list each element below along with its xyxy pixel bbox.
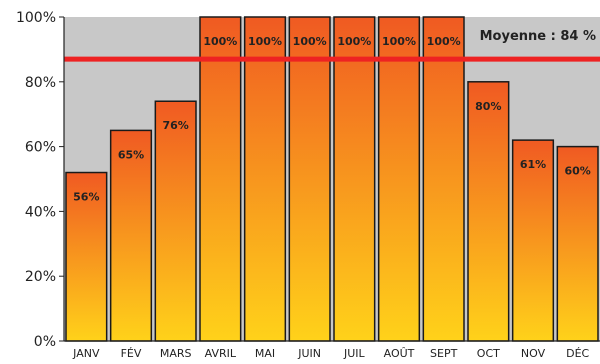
data-label: 80% [475, 100, 501, 113]
x-tick-label: AOÛT [384, 347, 415, 360]
bar-juin [288, 16, 331, 342]
y-tick-label: 100% [16, 10, 56, 26]
data-label: 60% [564, 165, 590, 178]
x-tick-label: DÉC [566, 347, 589, 360]
x-tick-label: FÉV [121, 347, 142, 360]
data-label: 76% [162, 119, 188, 132]
bar-déc [556, 145, 599, 342]
data-label: 100% [337, 35, 371, 48]
x-tick-label: AVRIL [205, 347, 237, 360]
data-labels: 56% 65% 76% 100% 100% 100% 100% 100% 100% 80% 61% 6… [73, 35, 591, 204]
bar-juil [333, 16, 376, 342]
bar-fév [109, 129, 153, 342]
data-label: 100% [248, 35, 282, 48]
x-tick-label: NOV [521, 347, 546, 360]
data-label: 100% [203, 35, 237, 48]
plot-area [64, 17, 600, 341]
data-label: 100% [427, 35, 461, 48]
bar-mai [243, 16, 287, 342]
y-tick-label: 60% [25, 140, 56, 156]
bar-series [65, 16, 599, 342]
x-tick-label: JANV [72, 347, 100, 360]
data-label: 61% [520, 158, 546, 171]
bar-avril [199, 16, 242, 342]
data-label: 56% [73, 191, 99, 204]
x-axis-ticks: JANV FÉV MARS AVRIL MAI JUIN JUIL AOÛT SEPT OCT NO… [72, 347, 589, 360]
x-tick-label: OCT [477, 347, 500, 360]
bar-août [377, 16, 421, 342]
bar-mars [154, 100, 197, 342]
data-label: 65% [118, 148, 144, 161]
bar-janv [65, 171, 108, 342]
data-label: 100% [293, 35, 327, 48]
bar-oct [467, 81, 510, 342]
y-tick-label: 40% [25, 204, 56, 220]
x-tick-label: JUIL [343, 347, 366, 360]
y-tick-label: 20% [25, 269, 56, 285]
y-tick-label: 80% [25, 75, 56, 91]
y-axis-ticks: 0% 20% 40% 60% 80% 100% [16, 10, 64, 350]
bar-sept [422, 16, 465, 342]
x-tick-label: MARS [160, 347, 192, 360]
x-tick-label: SEPT [430, 347, 458, 360]
average-label: Moyenne : 84 % [480, 29, 596, 44]
x-tick-label: MAI [255, 347, 275, 360]
y-tick-label: 0% [34, 334, 56, 350]
x-tick-label: JUIN [297, 347, 321, 360]
data-label: 100% [382, 35, 416, 48]
